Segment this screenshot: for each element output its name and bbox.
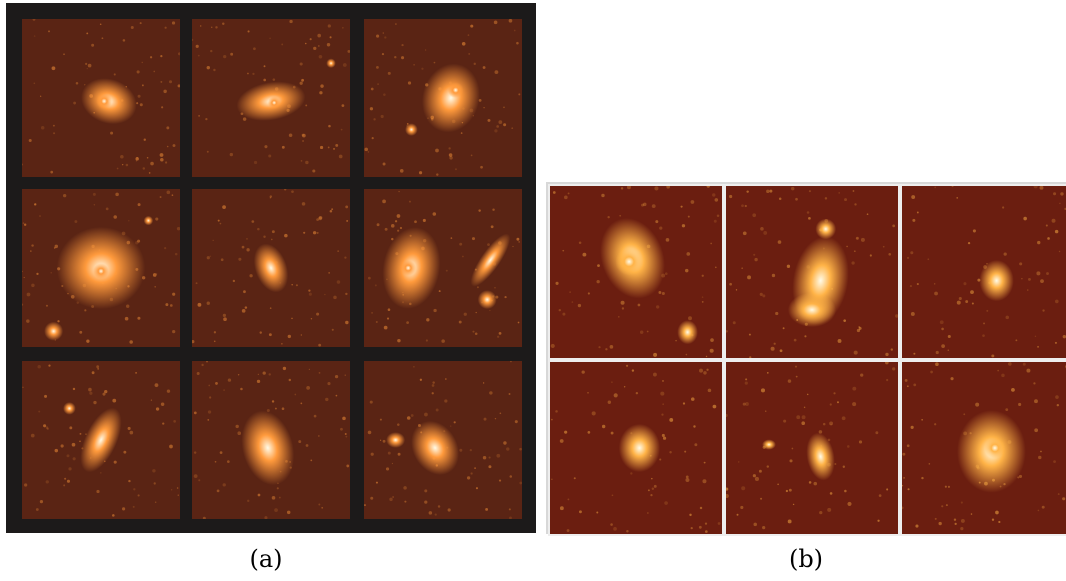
galaxy-b-tile-1 (548, 184, 724, 360)
galaxy-b-tile-5 (724, 360, 900, 536)
galaxy-a-tile-7 (22, 361, 180, 519)
galaxy-a-tile-5 (192, 189, 350, 347)
galaxy-b-tile-2 (724, 184, 900, 360)
galaxy-a-tile-2 (192, 19, 350, 177)
galaxy-b-tile-4 (548, 360, 724, 536)
galaxy-grid-a (6, 3, 536, 533)
galaxy-a-tile-6 (364, 189, 522, 347)
galaxy-b-tile-6 (900, 360, 1066, 536)
galaxy-a-tile-4 (22, 189, 180, 347)
galaxy-a-tile-3 (364, 19, 522, 177)
galaxy-grid-b (546, 182, 1066, 536)
galaxy-b-tile-3 (900, 184, 1066, 360)
galaxy-a-tile-9 (364, 361, 522, 519)
caption-a: (a) (249, 545, 283, 573)
galaxy-a-tile-1 (22, 19, 180, 177)
caption-b: (b) (788, 545, 824, 573)
galaxy-a-tile-8 (192, 361, 350, 519)
